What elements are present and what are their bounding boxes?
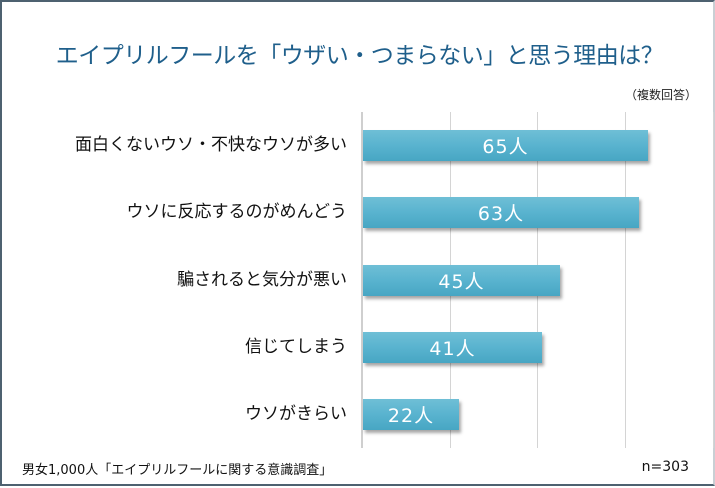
bar-value-label: 22人 [387, 405, 435, 427]
survey-source: 男女1,000人「エイプリルフールに関する意識調査」 [22, 463, 333, 478]
bar: 41人 [363, 332, 542, 363]
category-label: ウソに反応するのがめんどう [126, 202, 348, 222]
gridline-60 [625, 112, 626, 448]
sample-size: n=303 [641, 459, 689, 475]
multiple-answers-note: （複数回答） [624, 88, 697, 102]
bar-value-label: 45人 [438, 271, 485, 293]
bar-value-label: 65人 [482, 136, 529, 158]
bar: 63人 [363, 197, 639, 228]
bar: 65人 [363, 130, 648, 161]
chart-title: エイプリルフールを「ウザい・つまらない」と思う理由は？ [55, 43, 664, 69]
category-label: 騙されると気分が悪い [177, 270, 347, 290]
y-axis-line [361, 112, 363, 448]
category-label: ウソがきらい [245, 404, 347, 424]
bar: 22人 [363, 399, 459, 430]
category-label: 面白くないウソ・不快なウソが多い [75, 135, 347, 155]
category-label: 信じてしまう [245, 337, 347, 357]
bar-value-label: 63人 [477, 203, 525, 225]
bar: 45人 [363, 265, 560, 296]
gridline-80 [713, 112, 714, 448]
bar-value-label: 41人 [429, 338, 476, 360]
